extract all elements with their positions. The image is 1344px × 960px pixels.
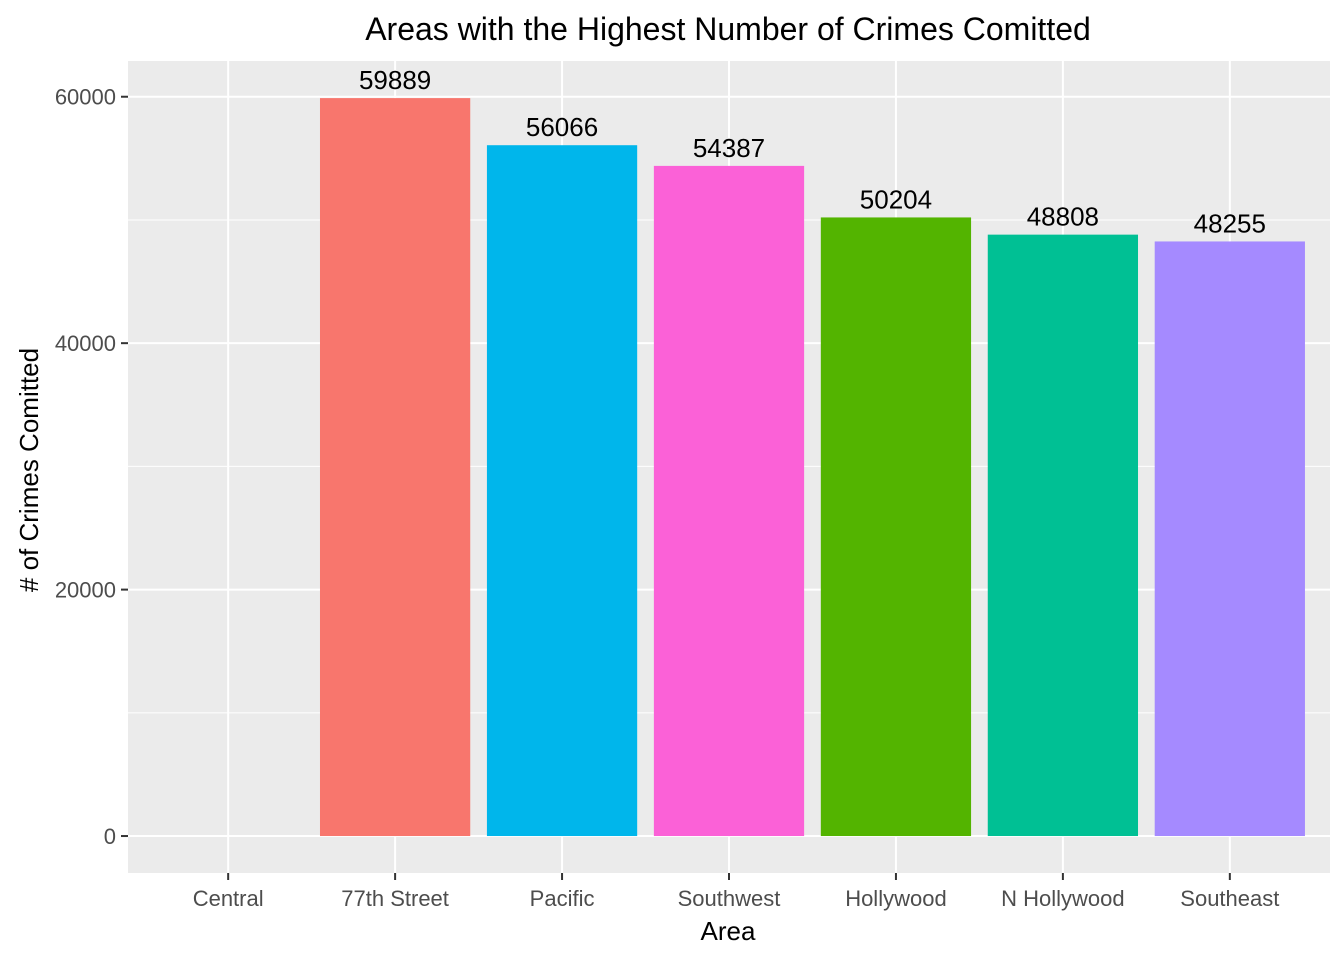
bar <box>486 145 638 837</box>
y-tick-label: 20000 <box>55 578 116 603</box>
x-axis-title: Area <box>701 916 756 946</box>
y-axis-title: # of Crimes Comitted <box>14 348 44 592</box>
y-axis: 0 20000 40000 60000 <box>55 85 128 849</box>
x-tick-label: Southeast <box>1180 886 1279 911</box>
y-tick-label: 60000 <box>55 85 116 110</box>
x-tick-label: 77th Street <box>341 886 449 911</box>
x-tick-label: Hollywood <box>845 886 947 911</box>
bar <box>820 217 972 837</box>
x-tick-label: Pacific <box>530 886 595 911</box>
bar <box>319 98 471 837</box>
chart-title: Areas with the Highest Number of Crimes … <box>365 11 1091 47</box>
bar-value-label: 54387 <box>693 133 765 163</box>
bar-value-label: 48255 <box>1194 208 1266 238</box>
bar <box>1154 241 1305 837</box>
bar <box>653 165 805 837</box>
y-tick-label: 40000 <box>55 331 116 356</box>
bars <box>319 98 1305 837</box>
x-tick-label: Central <box>193 886 264 911</box>
bar-value-label: 50204 <box>860 184 932 214</box>
x-tick-label: N Hollywood <box>1001 886 1125 911</box>
x-tick-label: Southwest <box>678 886 781 911</box>
bar-value-label: 48808 <box>1027 202 1099 232</box>
bar-value-label: 56066 <box>526 112 598 142</box>
data-labels: 59889 56066 54387 50204 48808 48255 <box>359 65 1266 238</box>
x-axis: Central 77th Street Pacific Southwest Hollyw… <box>193 873 1279 911</box>
y-tick-label: 0 <box>104 824 116 849</box>
bar-value-label: 59889 <box>359 65 431 95</box>
bar <box>987 234 1139 837</box>
